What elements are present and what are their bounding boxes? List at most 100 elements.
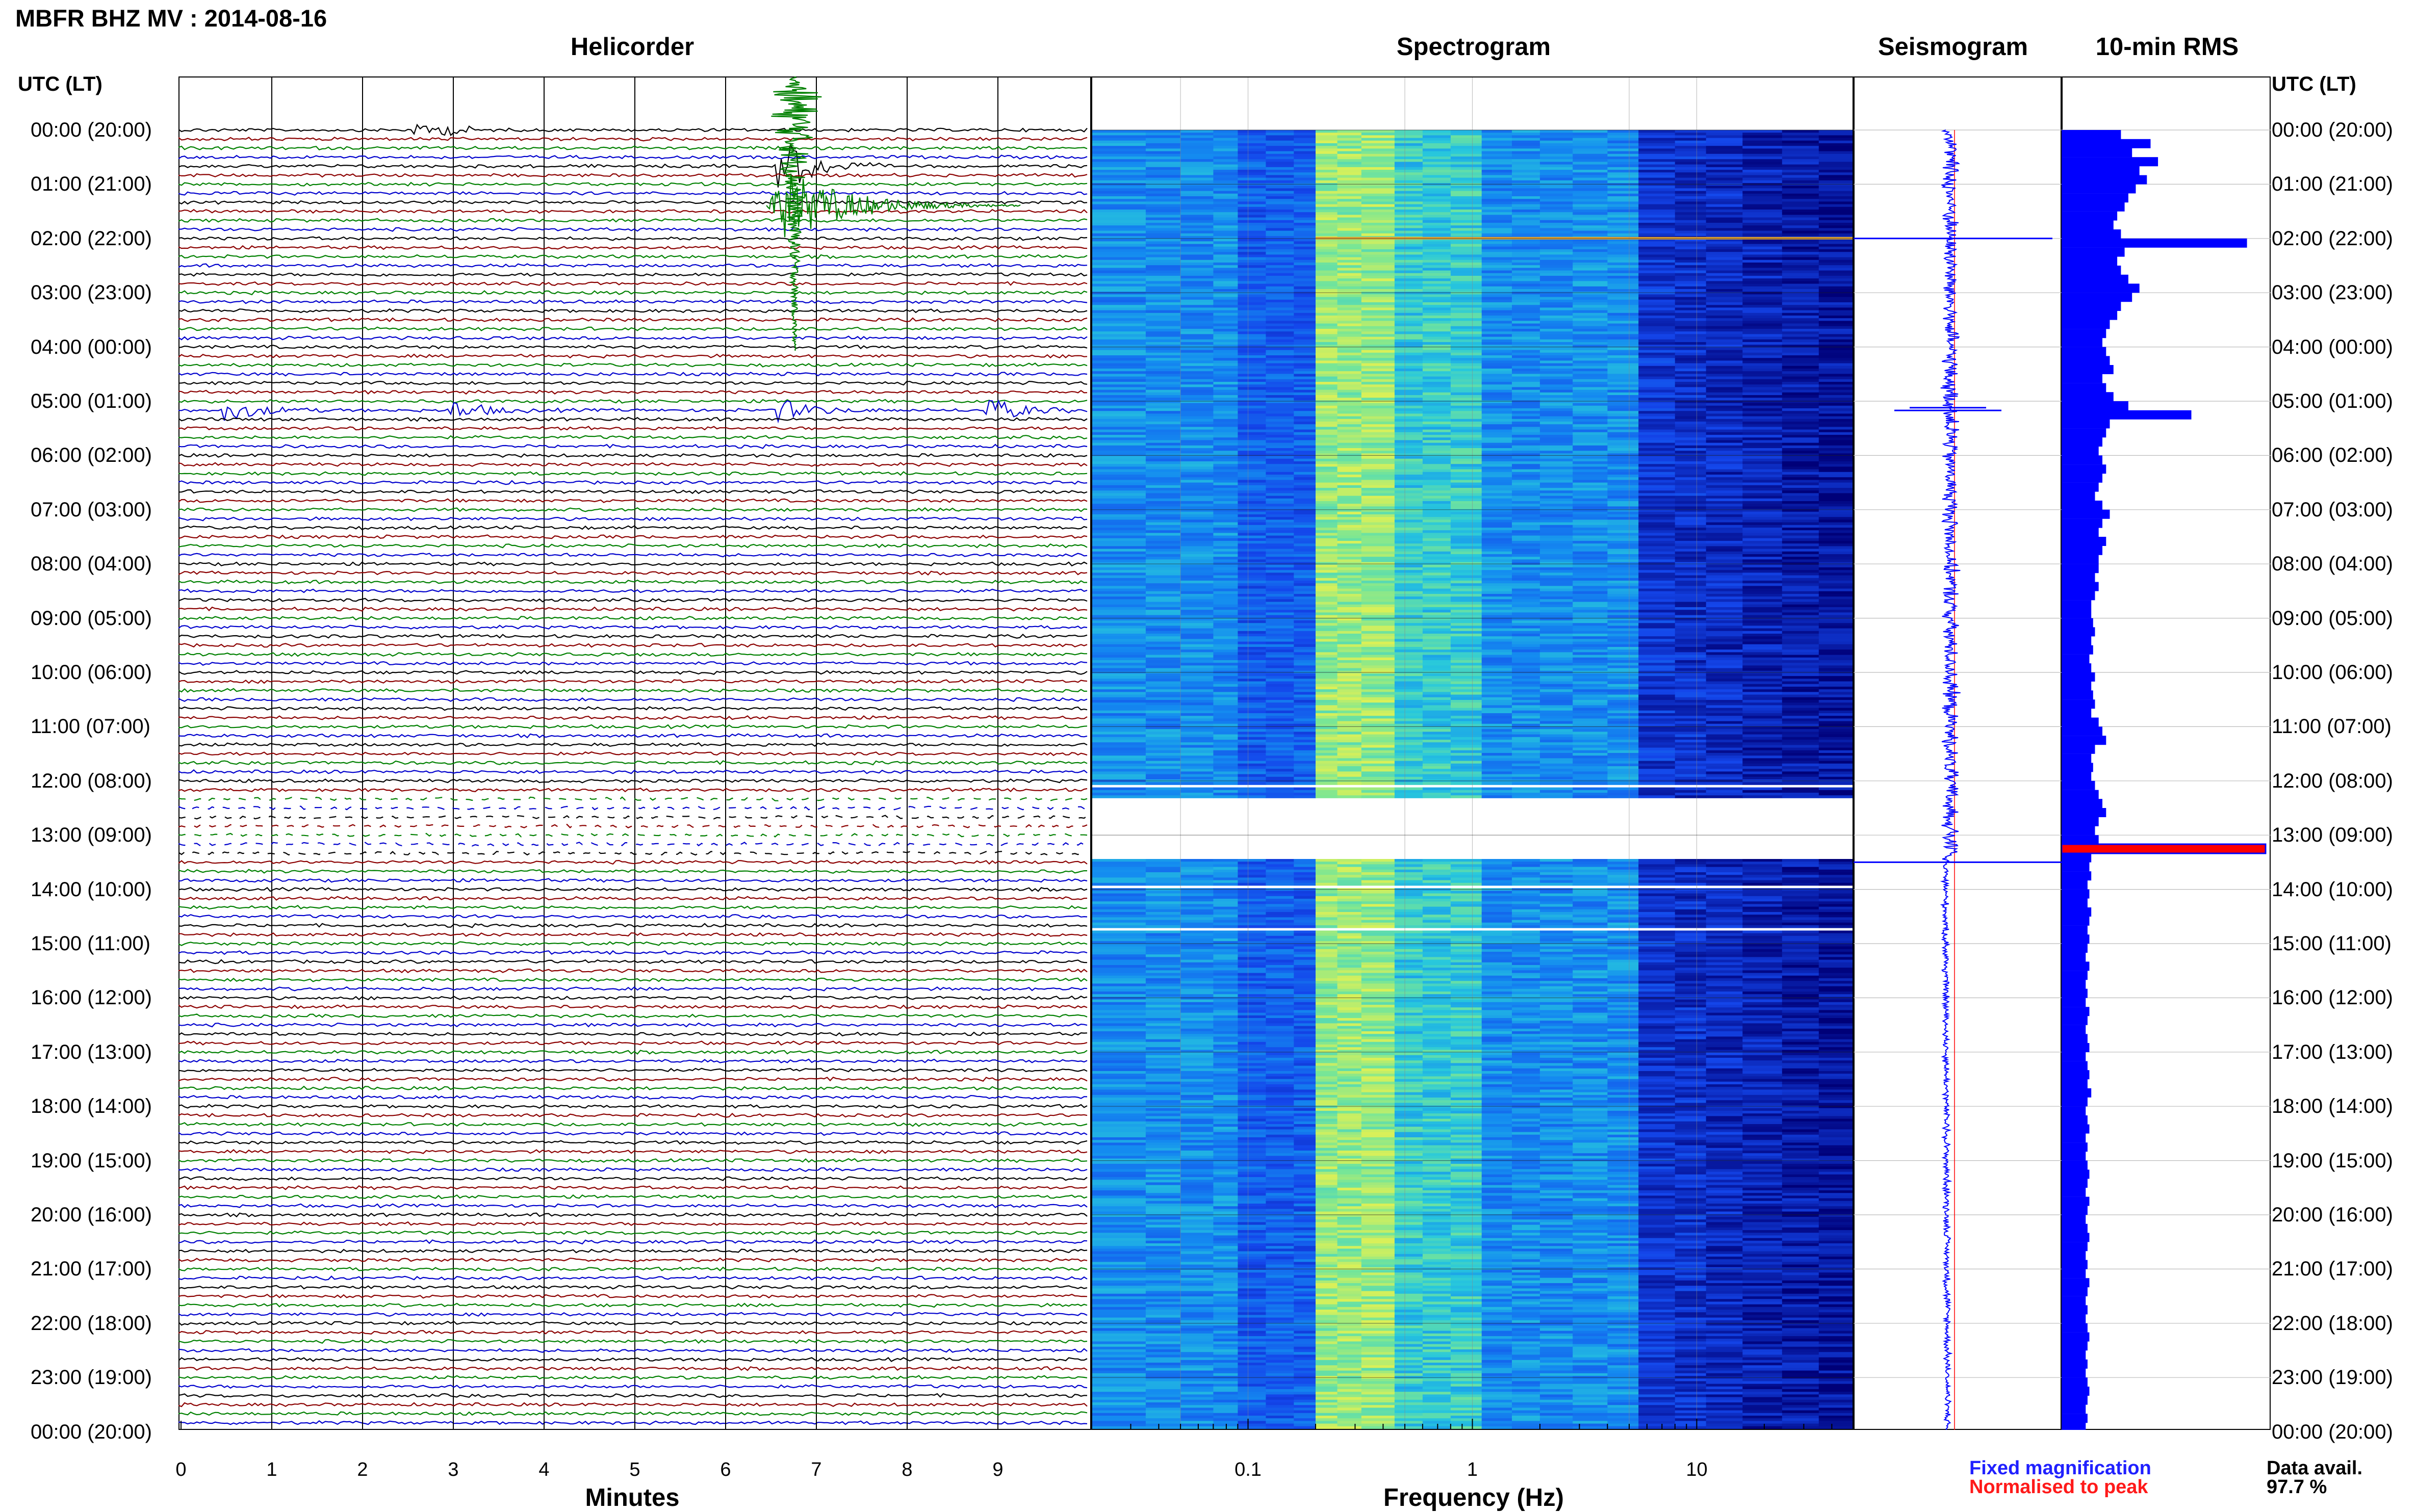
spectrogram-cell [1238,538,1266,541]
spectrogram-cell [1451,228,1482,231]
spectrogram-cell [1266,340,1294,343]
spectrogram-cell [1180,199,1214,202]
spectrogram-cell [1294,446,1316,449]
spectrogram-cell [1540,578,1573,581]
spectrogram-cell [1316,281,1338,284]
spectrogram-cell [1607,432,1639,435]
spectrogram-cell [1573,276,1608,279]
spectrogram-cell [1573,623,1608,626]
spectrogram-cell [1573,225,1608,228]
spectrogram-cell [1742,321,1782,324]
spectrogram-cell [1573,307,1608,310]
spectrogram-cell [1338,196,1362,199]
spectrogram-cell [1819,512,1854,515]
spectrogram-cell [1451,475,1482,478]
spectrogram-cell [1819,178,1854,181]
spectrogram-cell [1451,411,1482,414]
spectrogram-cell [1782,557,1819,560]
spectrogram-cell [1451,135,1482,138]
spectrogram-cell [1294,525,1316,528]
spectrogram-cell [1675,212,1707,215]
spectrogram-cell [1338,175,1362,178]
spectrogram-cell [1638,316,1675,319]
spectrogram-cell [1512,276,1540,279]
spectrogram-cell [1294,591,1316,594]
spectrogram-cell [1782,649,1819,653]
spectrogram-cell [1782,559,1819,562]
spectrogram-cell [1266,165,1294,168]
spectrogram-cell [1180,273,1214,276]
spectrogram-cell [1338,472,1362,475]
spectrogram-cell [1238,191,1266,194]
spectrogram-cell [1361,523,1395,526]
spectrogram-cell [1146,591,1181,594]
spectrogram-cell [1607,576,1639,579]
spectrogram-cell [1338,400,1362,403]
spectrogram-cell [1638,427,1675,430]
spectrogram-cell [1316,615,1338,618]
spectrogram-cell [1238,228,1266,231]
spectrogram-cell [1395,188,1423,191]
spectrogram-cell [1316,514,1338,517]
spectrogram-cell [1146,199,1181,202]
spectrogram-cell [1706,252,1743,255]
spectrogram-cell [1361,350,1395,353]
spectrogram-cell [1675,350,1707,353]
spectrogram-cell [1091,602,1146,605]
spectrogram-cell [1338,639,1362,642]
spectrogram-cell [1482,387,1512,390]
spectrogram-cell [1540,305,1573,308]
spectrogram-cell [1638,647,1675,650]
spectrogram-cell [1091,148,1146,151]
spectrogram-cell [1638,572,1675,576]
spectrogram-cell [1512,305,1540,308]
spectrogram-cell [1451,377,1482,380]
spectrogram-cell [1213,607,1238,610]
spectrogram-cell [1316,504,1338,507]
spectrogram-cell [1266,157,1294,160]
spectrogram-cell [1742,271,1782,274]
spectrogram-cell [1573,358,1608,361]
spectrogram-cell [1238,427,1266,430]
spectrogram-cell [1819,194,1854,197]
spectrogram-cell [1482,188,1512,191]
spectrogram-cell [1607,636,1639,639]
spectrogram-cell [1451,576,1482,579]
spectrogram-cell [1451,324,1482,327]
spectrogram-cell [1294,334,1316,337]
spectrogram-cell [1316,583,1338,586]
spectrogram-cell [1316,210,1338,213]
spectrogram-cell [1091,313,1146,316]
spectrogram-cell [1361,475,1395,478]
spectrogram-cell [1338,480,1362,483]
spectrogram-cell [1266,350,1294,353]
spectrogram-cell [1512,559,1540,562]
spectrogram-cell [1638,225,1675,228]
spectrogram-cell [1180,634,1214,637]
spectrogram-cell [1638,496,1675,499]
spectrogram-cell [1540,289,1573,292]
spectrogram-cell [1819,488,1854,491]
spectrogram-cell [1540,655,1573,658]
spectrogram-cell [1316,384,1338,387]
spectrogram-cell [1742,363,1782,367]
spectrogram-cell [1180,636,1214,639]
spectrogram-cell [1512,427,1540,430]
spectrogram-cell [1395,477,1423,480]
spectrogram-cell [1742,326,1782,329]
spectrogram-cell [1146,623,1181,626]
spectrogram-cell [1266,337,1294,340]
spectrogram-cell [1607,642,1639,645]
spectrogram-cell [1675,268,1707,271]
spectrogram-cell [1675,488,1707,491]
spectrogram-cell [1423,353,1451,356]
spectrogram-cell [1395,536,1423,539]
spectrogram-cell [1675,194,1707,197]
spectrogram-cell [1180,390,1214,393]
spectrogram-cell [1266,382,1294,385]
spectrogram-cell [1482,636,1512,639]
spectrogram-cell [1540,615,1573,618]
spectrogram-cell [1512,610,1540,613]
spectrogram-cell [1146,501,1181,504]
spectrogram-cell [1573,204,1608,207]
